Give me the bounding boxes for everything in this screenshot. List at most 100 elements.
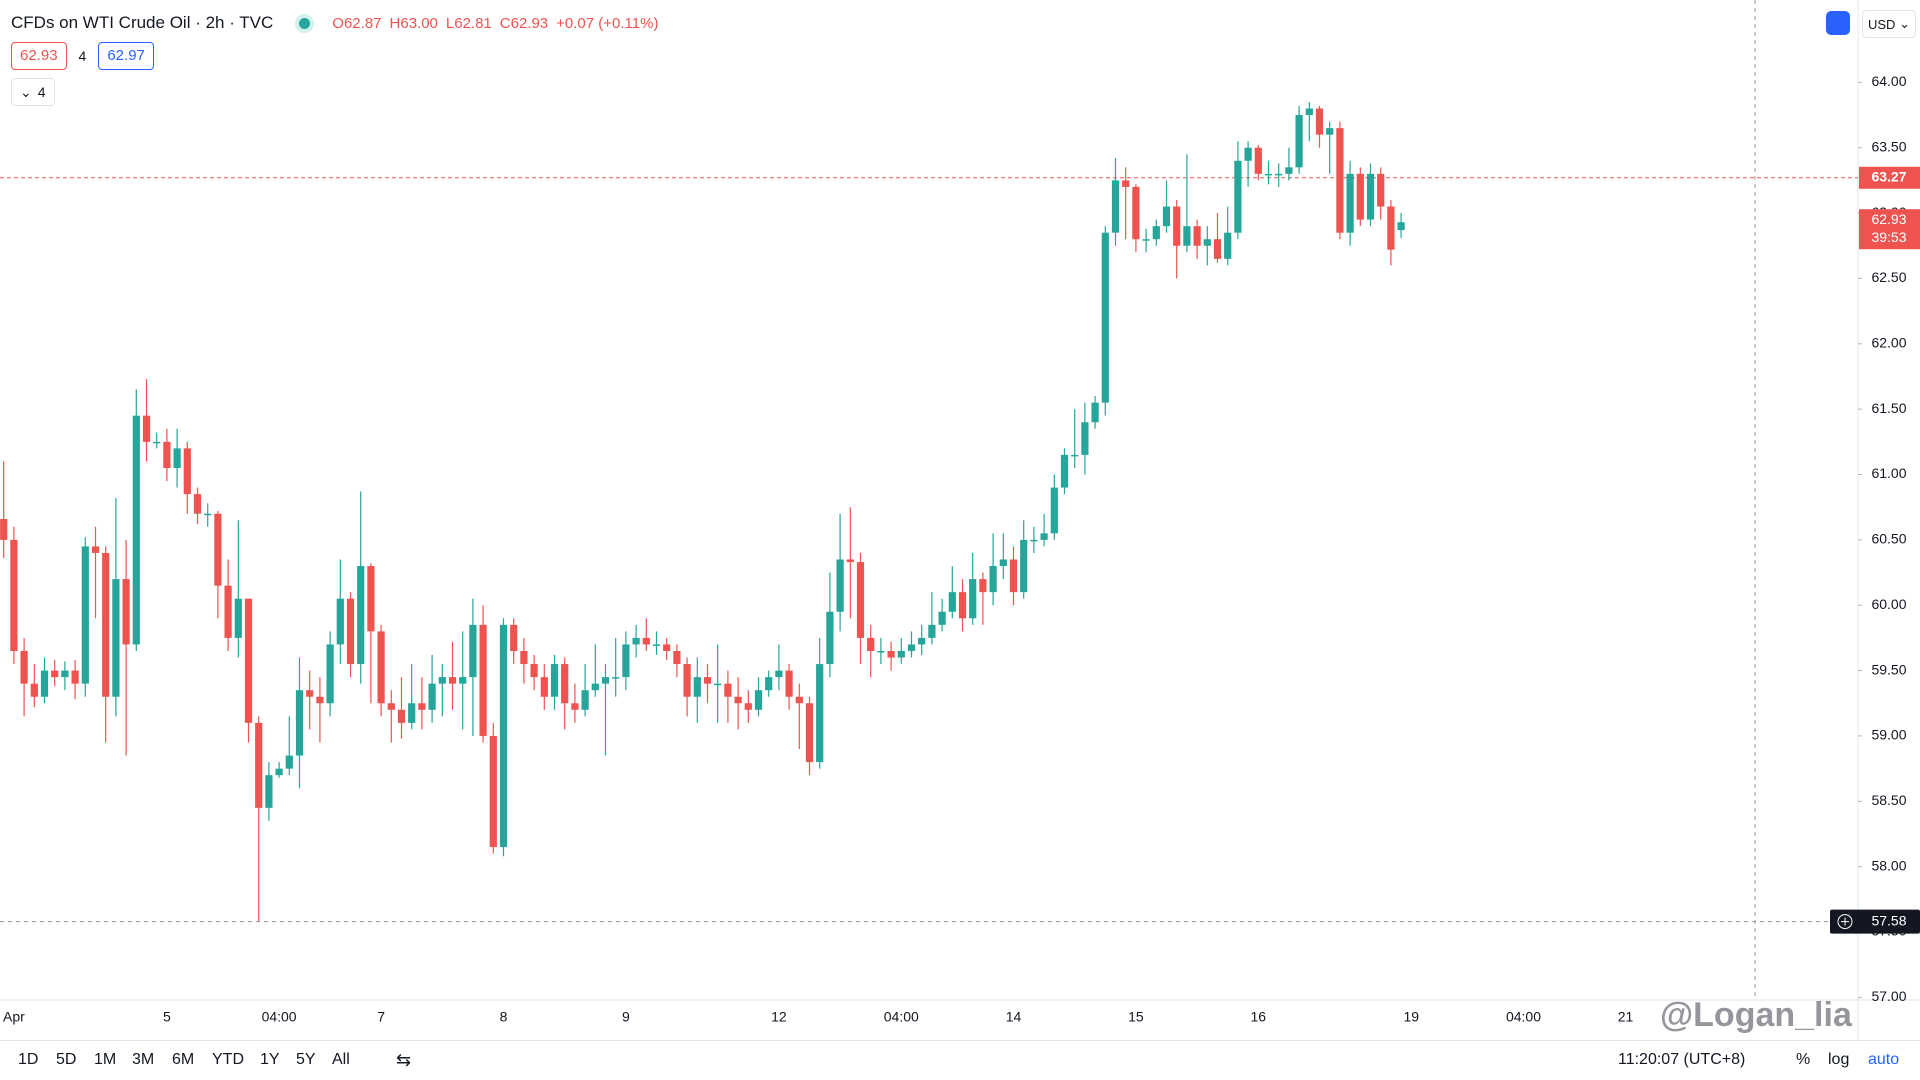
candle-body — [785, 670, 793, 697]
candle-body — [1111, 180, 1120, 233]
spread: 4 — [78, 48, 87, 64]
candle-body — [81, 546, 89, 684]
y-tick-label: 58.00 — [1871, 857, 1906, 873]
scale-button[interactable]: log — [1828, 1051, 1850, 1068]
y-tick-label: 58.50 — [1871, 792, 1906, 808]
candle-body — [999, 559, 1007, 567]
candle-body — [938, 611, 946, 625]
candle-body — [1377, 173, 1385, 207]
candle-body — [816, 664, 824, 763]
candle-body — [346, 598, 355, 665]
countdown: 39:53 — [1871, 229, 1906, 245]
candle-body — [1193, 226, 1201, 246]
x-tick-label: 7 — [377, 1009, 385, 1025]
candle-body — [173, 448, 181, 468]
candle-body — [693, 677, 701, 697]
candle-body — [795, 696, 803, 704]
y-tick-label: 63.50 — [1871, 138, 1906, 154]
candle-body — [306, 690, 314, 697]
crosshair-badge: 57.58 — [1830, 909, 1920, 934]
candle-body — [20, 650, 28, 684]
candle-body — [1162, 206, 1171, 227]
badge-bg — [1859, 166, 1920, 189]
candle-body — [1387, 206, 1395, 250]
x-tick-label: 04:00 — [884, 1009, 919, 1025]
trade-buttons: 62.93 4 62.97 — [11, 42, 154, 70]
range-button[interactable]: 1Y — [260, 1051, 280, 1068]
range-button[interactable]: YTD — [212, 1051, 244, 1068]
scale-button[interactable]: % — [1796, 1051, 1811, 1068]
indicators-toggle[interactable]: ⌄ 4 — [11, 78, 55, 106]
candle-body — [571, 703, 579, 710]
badge-label: 57.58 — [1871, 912, 1906, 928]
x-tick-label: 5 — [163, 1009, 171, 1025]
candle-body — [112, 579, 120, 697]
y-tick-label: 57.00 — [1871, 988, 1906, 1004]
candle-body — [1356, 173, 1364, 220]
candle-body — [132, 415, 140, 645]
candle-body — [122, 579, 130, 645]
candle-body — [928, 624, 936, 638]
candle-body — [255, 722, 263, 808]
candle-body — [1336, 128, 1344, 233]
range-button[interactable]: 5D — [56, 1051, 77, 1068]
candle-body — [459, 677, 467, 684]
candle-body — [1366, 173, 1375, 220]
legend-item: O62.87 — [332, 14, 382, 32]
candle-body — [214, 513, 222, 586]
candle-body — [907, 644, 916, 651]
candle-body — [530, 664, 538, 678]
candle-body — [540, 677, 548, 697]
x-tick-label: 16 — [1251, 1009, 1267, 1025]
chevron-icon: ⌄ — [1895, 16, 1910, 31]
symbol-title[interactable]: CFDs on WTI Crude Oil · 2h · TVC — [11, 13, 274, 32]
candle-body — [0, 518, 8, 540]
candle-body — [622, 644, 630, 678]
candle-body — [550, 664, 559, 697]
candle-body — [1346, 173, 1354, 233]
candle-body — [397, 709, 406, 723]
candle-body — [856, 562, 865, 638]
candle-body — [142, 415, 151, 442]
legend-item: +0.07 (+0.11%) — [556, 14, 659, 32]
candle-body — [1071, 454, 1079, 457]
add-alert-icon — [1841, 917, 1849, 926]
candle-body — [520, 650, 528, 665]
candle-body — [275, 768, 283, 776]
candle-body — [448, 677, 457, 684]
sync-icon[interactable] — [1826, 11, 1850, 35]
candle-body — [1213, 239, 1222, 259]
candle-body — [1275, 173, 1283, 176]
toolbar-border — [0, 1040, 1920, 1041]
candle-body — [428, 683, 436, 710]
candle-body — [775, 670, 783, 678]
range-button[interactable]: 5Y — [296, 1051, 316, 1068]
y-tick-label: 62.50 — [1871, 269, 1906, 285]
buy-button[interactable]: 62.97 — [98, 42, 154, 70]
range-button[interactable]: 1M — [94, 1051, 117, 1068]
range-button[interactable]: 1D — [18, 1051, 39, 1068]
candle-body — [1030, 539, 1038, 542]
candle-body — [1203, 239, 1211, 246]
candle-body — [867, 637, 875, 651]
candle-body — [1285, 167, 1293, 174]
candle-body — [765, 677, 773, 691]
candle-body — [10, 539, 18, 651]
range-button[interactable]: All — [332, 1051, 350, 1068]
y-tick-label: 62.00 — [1871, 334, 1906, 350]
badge-label: 63.27 — [1871, 168, 1906, 184]
candle-body — [1142, 239, 1150, 241]
candle-body — [265, 775, 273, 808]
sell-button[interactable]: 62.93 — [11, 42, 67, 70]
x-tick-label: 19 — [1404, 1009, 1420, 1025]
currency-select[interactable]: USD ⌄ — [1862, 10, 1916, 38]
candle-body — [469, 624, 477, 678]
candle-body — [673, 650, 681, 665]
candle-body — [826, 611, 834, 665]
candle-body — [714, 683, 722, 686]
range-button[interactable]: 3M — [132, 1051, 155, 1068]
market-status-dot — [299, 17, 311, 29]
date-range-icon[interactable]: ⇆ — [396, 1050, 412, 1070]
range-button[interactable]: 6M — [172, 1051, 195, 1068]
scale-button[interactable]: auto — [1868, 1051, 1900, 1068]
